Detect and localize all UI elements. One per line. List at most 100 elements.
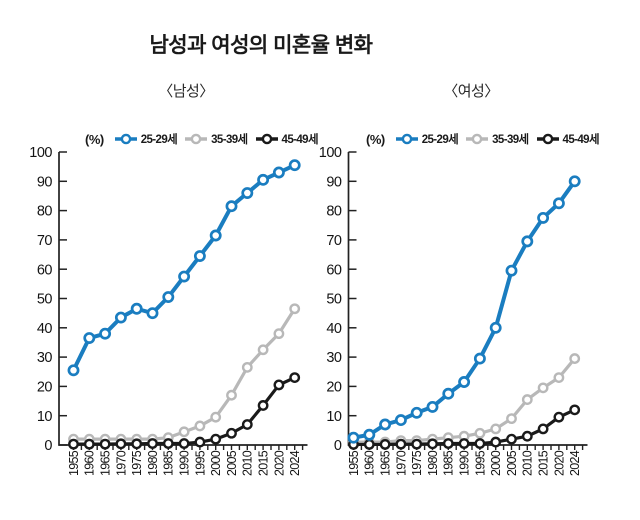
data-point-marker-25-29세	[257, 173, 270, 186]
data-point-marker-35-39세	[257, 344, 269, 356]
legend-line-circle-icon	[185, 133, 208, 145]
y-tick-label: 90	[37, 174, 53, 190]
data-point-marker-45-49세	[178, 438, 190, 449]
x-tick-label: 1980	[146, 450, 160, 476]
legend-label: 45-49세	[281, 134, 319, 146]
data-point-marker-45-49세	[210, 433, 222, 445]
legend-label: 25-29세	[421, 134, 459, 146]
legend-female: (%) 25-29세 35-39세 45-49세	[366, 130, 606, 148]
x-tick-label: 1985	[162, 450, 176, 476]
data-point-marker-45-49세	[395, 438, 407, 450]
data-point-marker-25-29세	[489, 321, 502, 334]
legend-line-circle-icon	[466, 133, 489, 145]
legend-item-25-29: 25-29세	[114, 131, 178, 147]
data-point-marker-45-49세	[411, 438, 423, 450]
x-tick-label: 2015	[256, 450, 270, 476]
y-tick-label: 90	[326, 174, 342, 190]
legend-label: 25-29세	[140, 134, 178, 146]
y-tick-label: 0	[44, 438, 52, 454]
data-point-marker-45-49세	[442, 438, 454, 449]
legend-label: 45-49세	[562, 134, 600, 146]
data-point-marker-25-29세	[99, 327, 112, 340]
data-point-marker-25-29세	[521, 235, 534, 248]
data-point-marker-45-49세	[68, 438, 79, 450]
data-point-marker-35-39세	[194, 420, 206, 432]
data-point-marker-35-39세	[210, 411, 222, 423]
y-tick-label: 30	[326, 350, 342, 366]
data-point-marker-25-29세	[130, 302, 143, 315]
legend-item-45-49: 45-49세	[536, 131, 600, 147]
x-tick-label: 1965	[98, 450, 112, 476]
data-point-marker-45-49세	[569, 404, 581, 416]
data-point-marker-45-49세	[83, 438, 95, 450]
y-tick-label: 10	[37, 409, 53, 425]
data-point-marker-25-29세	[146, 307, 159, 320]
y-tick-label: 80	[37, 204, 53, 220]
data-point-marker-45-49세	[474, 438, 486, 449]
x-tick-label: 2015	[536, 450, 550, 476]
data-point-marker-25-29세	[162, 291, 175, 303]
y-tick-label: 70	[37, 233, 53, 249]
x-tick-label: 2005	[225, 450, 239, 476]
data-point-marker-35-39세	[569, 353, 581, 364]
axis	[58, 152, 308, 446]
data-point-marker-25-29세	[241, 187, 254, 199]
data-point-marker-25-29세	[568, 175, 581, 188]
data-point-marker-25-29세	[552, 197, 565, 210]
legend-item-35-39: 35-39세	[184, 131, 248, 147]
y-tick-label: 100	[319, 145, 342, 161]
data-point-marker-25-29세	[114, 311, 127, 324]
data-point-marker-45-49세	[379, 439, 391, 450]
y-tick-label: 30	[37, 350, 53, 366]
legend-line-circle-icon	[536, 133, 559, 145]
legend-label: 35-39세	[492, 134, 529, 146]
data-point-marker-25-29세	[225, 200, 238, 213]
x-tick-label: 2010	[521, 450, 535, 476]
data-point-marker-35-39세	[521, 394, 533, 405]
data-point-marker-45-49세	[194, 436, 206, 448]
data-point-marker-45-49세	[427, 438, 438, 450]
y-tick-label: 40	[326, 321, 342, 337]
data-point-marker-35-39세	[289, 303, 301, 315]
data-point-marker-25-29세	[505, 264, 518, 277]
panel-title-male: 〈남성〉	[158, 83, 214, 100]
data-point-marker-45-49세	[131, 438, 143, 450]
data-point-marker-25-29세	[442, 387, 455, 400]
data-point-marker-25-29세	[537, 211, 550, 224]
y-tick-label: 70	[326, 233, 342, 249]
x-tick-label: 1975	[130, 450, 144, 476]
x-tick-label: 1960	[363, 450, 377, 476]
x-tick-label: 1985	[442, 450, 456, 476]
x-tick-label: 1955	[67, 450, 81, 476]
data-point-marker-45-49세	[99, 438, 111, 450]
x-tick-label: 2010	[241, 450, 255, 476]
data-point-marker-45-49세	[289, 372, 301, 384]
x-tick-label: 2000	[209, 450, 223, 476]
x-tick-label: 1990	[177, 450, 191, 476]
data-point-marker-45-49세	[521, 430, 533, 442]
y-axis-unit-label: (%)	[366, 131, 385, 147]
y-axis-unit-label: (%)	[85, 131, 104, 147]
series-line-25-29세	[71, 163, 297, 373]
data-point-marker-45-49세	[147, 438, 158, 449]
data-point-marker-45-49세	[273, 379, 285, 391]
data-point-marker-45-49세	[506, 433, 517, 445]
x-tick-label: 1965	[378, 450, 392, 476]
x-tick-label: 2020	[272, 450, 286, 476]
data-point-marker-25-29세	[473, 352, 486, 365]
legend-line-circle-icon	[395, 133, 418, 145]
data-point-marker-45-49세	[490, 436, 502, 448]
legend-male: (%) 25-29세 35-39세 45-49세	[85, 130, 325, 148]
y-tick-label: 60	[37, 262, 53, 278]
data-point-marker-45-49세	[162, 438, 174, 449]
legend-line-circle-icon	[255, 133, 278, 145]
data-point-marker-25-29세	[379, 418, 392, 431]
data-point-marker-25-29세	[458, 376, 471, 388]
legend-label: 35-39세	[211, 134, 248, 146]
data-point-marker-45-49세	[363, 439, 375, 450]
x-tick-label: 1990	[457, 450, 471, 476]
y-tick-label: 40	[37, 321, 53, 337]
data-point-marker-45-49세	[257, 400, 269, 411]
